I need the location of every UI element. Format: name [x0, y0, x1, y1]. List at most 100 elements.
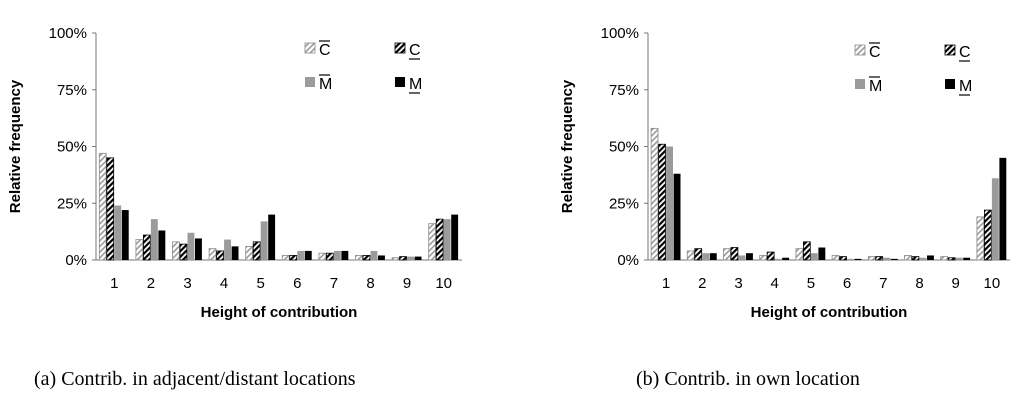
x-tick-label: 10: [984, 275, 1001, 292]
bar: [451, 214, 459, 260]
x-axis-label: Height of contribution: [201, 304, 358, 321]
bar: [297, 250, 305, 260]
bar: [883, 257, 891, 260]
bar: [738, 255, 746, 260]
bar: [443, 219, 451, 260]
x-tick-label: 7: [330, 275, 338, 292]
bar: [407, 256, 414, 260]
bar: [730, 247, 739, 261]
legend-label: C: [409, 42, 421, 59]
bar: [98, 152, 107, 261]
bar: [378, 255, 385, 260]
bar: [666, 146, 673, 260]
bar: [875, 256, 884, 261]
legend-swatch: [855, 79, 865, 89]
x-tick-label: 6: [293, 275, 301, 292]
legend-swatch: [944, 44, 956, 56]
y-tick-label: 50%: [609, 139, 639, 156]
bar: [428, 223, 437, 261]
x-tick-label: 8: [915, 275, 923, 292]
bar: [984, 209, 992, 261]
bar: [399, 256, 407, 261]
bar: [289, 255, 298, 261]
bar: [325, 252, 334, 261]
bar: [650, 127, 659, 261]
bar: [759, 255, 768, 261]
bar: [158, 230, 166, 260]
bar: [341, 250, 349, 260]
y-tick-label: 0%: [65, 252, 87, 269]
bar: [810, 253, 818, 260]
bar: [940, 256, 949, 261]
bar: [150, 219, 158, 260]
y-axis-label: Relative frequency: [7, 79, 24, 213]
x-tick-label: 4: [771, 275, 779, 292]
bar: [818, 247, 826, 260]
x-axis-label: Height of contribution: [751, 304, 908, 321]
bar: [658, 143, 666, 261]
bar: [318, 252, 327, 261]
bar: [991, 178, 999, 260]
legend-label: M: [869, 78, 882, 95]
bar: [999, 157, 1007, 260]
bar: [963, 257, 971, 260]
legend-label: C: [869, 44, 881, 61]
bar: [723, 248, 731, 261]
bar: [854, 258, 862, 260]
x-tick-label: 8: [366, 275, 374, 292]
bar: [304, 250, 312, 260]
bar: [106, 157, 115, 261]
bar: [224, 239, 231, 260]
bar: [362, 255, 371, 261]
x-tick-label: 5: [807, 275, 815, 292]
bar: [803, 241, 811, 261]
bar: [867, 256, 876, 261]
bar: [114, 205, 122, 260]
bar: [839, 256, 847, 261]
caption-b: (b) Contrib. in own location: [636, 368, 860, 390]
x-tick-label: 10: [435, 275, 452, 292]
x-tick-label: 1: [110, 275, 118, 292]
bar: [195, 238, 202, 260]
legend-label: M: [319, 76, 332, 93]
y-tick-label: 25%: [57, 195, 87, 212]
x-tick-label: 7: [879, 275, 887, 292]
y-tick-label: 100%: [49, 25, 87, 42]
bar: [911, 256, 920, 261]
bar: [179, 243, 188, 261]
bar: [355, 255, 363, 261]
bar: [391, 257, 400, 261]
legend-swatch: [395, 77, 405, 87]
x-tick-label: 4: [220, 275, 228, 292]
legend-swatch: [304, 42, 316, 54]
bar: [927, 255, 934, 260]
bar: [142, 234, 151, 261]
chart-b: 0% 25% 50% 75% 100% 1 2 3 4 5 6 7 8 9 10 Height of cont…: [559, 25, 1010, 321]
bar: [268, 214, 276, 260]
x-tick-label: 3: [183, 275, 191, 292]
bar: [709, 253, 717, 260]
bar: [847, 258, 854, 260]
legend-label: M: [959, 78, 972, 95]
bar: [208, 248, 217, 261]
y-tick-label: 75%: [57, 82, 87, 99]
bar: [121, 210, 129, 260]
bar: [795, 248, 804, 261]
bar: [252, 241, 261, 261]
bar: [414, 256, 422, 260]
x-tick-label: 6: [843, 275, 851, 292]
bar: [333, 250, 341, 260]
bar: [904, 255, 912, 261]
caption-a: (a) Contrib. in adjacent/distant locatio…: [34, 368, 356, 390]
bar: [976, 216, 985, 261]
x-tick-label: 2: [698, 275, 706, 292]
bar: [673, 173, 681, 260]
x-tick-label: 3: [734, 275, 742, 292]
bar: [702, 253, 710, 260]
bar: [187, 232, 195, 260]
chart-a: 0% 25% 50% 75% 100% 1 2 3 4 5 6 7 8 9 10 Height of cont…: [7, 25, 462, 321]
bar: [231, 246, 239, 260]
bar: [694, 248, 703, 261]
bar: [172, 241, 180, 261]
